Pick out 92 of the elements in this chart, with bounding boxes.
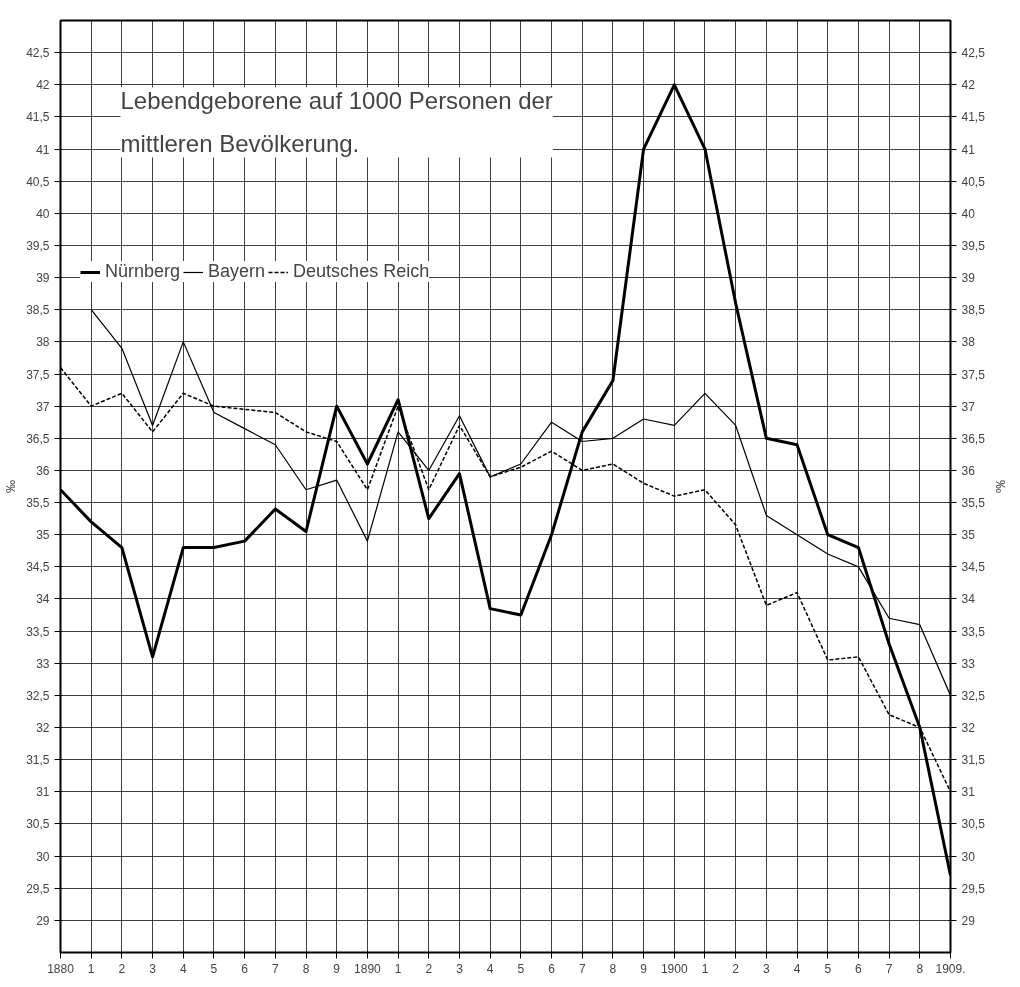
- y2-tick-label: 41: [961, 142, 976, 157]
- y-tick-label: 35,5: [26, 496, 50, 511]
- y-tick-label: 31: [36, 785, 50, 800]
- y-tick-label: 42: [36, 78, 50, 93]
- y2-axis-title: ‰: [992, 480, 1008, 493]
- y-tick-label: 34,5: [26, 560, 50, 575]
- x-tick-label: 8: [609, 961, 617, 976]
- x-tick-label: 2: [118, 961, 126, 976]
- legend-label: Nürnberg: [105, 261, 181, 282]
- x-tick-label: 1: [394, 961, 402, 976]
- y-tick-label: 30,5: [26, 817, 50, 832]
- y2-tick-label: 34: [961, 592, 976, 607]
- y2-tick-label: 36: [961, 463, 976, 478]
- y-axis-title: ‰: [3, 480, 19, 493]
- y2-tick-label: 33: [961, 656, 976, 671]
- x-tick-label: 1900: [660, 961, 688, 976]
- x-tick-label: 7: [885, 961, 893, 976]
- legend-label: Bayern: [208, 261, 266, 282]
- y-tick-label: 33,5: [26, 624, 50, 639]
- x-tick-label: 8: [916, 961, 924, 976]
- x-tick-label: 9: [640, 961, 648, 976]
- y-tick-label: 32,5: [26, 688, 50, 703]
- text: Lebendgeborene auf 1000 Personen der mittleren Bevölkerung.: [120, 87, 553, 158]
- x-tick-label: 8: [302, 961, 310, 976]
- x-tick-label: 1909.: [935, 961, 966, 976]
- y2-tick-label: 37,5: [961, 367, 986, 382]
- x-tick-label: 3: [456, 961, 464, 976]
- y2-tick-label: 37: [961, 399, 976, 414]
- y2-tick-label: 32,5: [961, 688, 986, 703]
- x-tick-label: 2: [425, 961, 433, 976]
- x-tick-label: 2: [732, 961, 740, 976]
- y2-tick-label: 32: [961, 721, 976, 736]
- x-tick-label: 7: [271, 961, 279, 976]
- y-tick-label: 32: [36, 721, 50, 736]
- y2-tick-label: 36,5: [961, 431, 986, 446]
- legend-label: Deutsches Reich: [293, 261, 430, 282]
- y2-tick-label: 35: [961, 528, 976, 543]
- y2-tick-label: 41,5: [961, 110, 986, 125]
- y-tick-label: 38: [36, 335, 50, 350]
- y2-tick-label: 33,5: [961, 624, 986, 639]
- y2-tick-label: 29: [961, 913, 976, 928]
- x-tick-label: 1890: [354, 961, 382, 976]
- y-tick-label: 39,5: [26, 238, 50, 253]
- y-tick-label: 41: [36, 142, 50, 157]
- x-tick-label: 6: [241, 961, 249, 976]
- y-tick-label: 37,5: [26, 367, 50, 382]
- y2-tick-label: 42: [961, 78, 976, 93]
- y2-tick-label: 34,5: [961, 560, 986, 575]
- y-tick-label: 40: [36, 206, 50, 221]
- y-tick-label: 36: [36, 463, 50, 478]
- y2-tick-label: 30,5: [961, 817, 986, 832]
- x-tick-label: 3: [763, 961, 771, 976]
- y2-tick-label: 39: [961, 271, 976, 286]
- x-tick-label: 4: [179, 961, 187, 976]
- x-tick-label: 3: [149, 961, 157, 976]
- x-tick-label: 5: [517, 961, 525, 976]
- y-tick-label: 38,5: [26, 303, 50, 318]
- y2-tick-label: 31,5: [961, 753, 986, 768]
- x-tick-label: 1: [87, 961, 95, 976]
- x-tick-label: 4: [793, 961, 801, 976]
- x-tick-label: 5: [824, 961, 832, 976]
- y2-tick-label: 40,5: [961, 174, 986, 189]
- y-tick-label: 29: [36, 913, 50, 928]
- y-tick-label: 37: [36, 399, 50, 414]
- y-tick-label: 40,5: [26, 174, 50, 189]
- y-tick-label: 35: [36, 528, 50, 543]
- x-tick-label: 6: [548, 961, 556, 976]
- y2-tick-label: 30: [961, 849, 976, 864]
- x-tick-label: 6: [855, 961, 863, 976]
- x-tick-label: 1880: [47, 961, 75, 976]
- y2-tick-label: 40: [961, 206, 976, 221]
- y2-tick-label: 38,5: [961, 303, 986, 318]
- y-tick-label: 29,5: [26, 881, 50, 896]
- y2-tick-label: 42,5: [961, 46, 986, 61]
- y2-tick-label: 38: [961, 335, 976, 350]
- x-tick-label: 4: [486, 961, 494, 976]
- y-tick-label: 36,5: [26, 431, 50, 446]
- y2-tick-label: 39,5: [961, 238, 986, 253]
- x-tick-label: 9: [333, 961, 341, 976]
- y-tick-label: 41,5: [26, 110, 50, 125]
- y-tick-label: 33: [36, 656, 50, 671]
- y-tick-label: 34: [36, 592, 50, 607]
- y-tick-label: 39: [36, 271, 50, 286]
- x-tick-label: 7: [578, 961, 586, 976]
- y-tick-label: 31,5: [26, 753, 50, 768]
- y2-tick-label: 35,5: [961, 496, 986, 511]
- y-tick-label: 42,5: [26, 46, 50, 61]
- x-tick-label: 5: [210, 961, 218, 976]
- x-tick-label: 1: [701, 961, 709, 976]
- y2-tick-label: 31: [961, 785, 976, 800]
- y2-tick-label: 29,5: [961, 881, 986, 896]
- y-tick-label: 30: [36, 849, 50, 864]
